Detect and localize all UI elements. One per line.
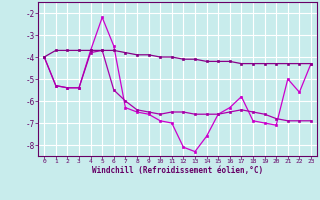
X-axis label: Windchill (Refroidissement éolien,°C): Windchill (Refroidissement éolien,°C) <box>92 166 263 175</box>
